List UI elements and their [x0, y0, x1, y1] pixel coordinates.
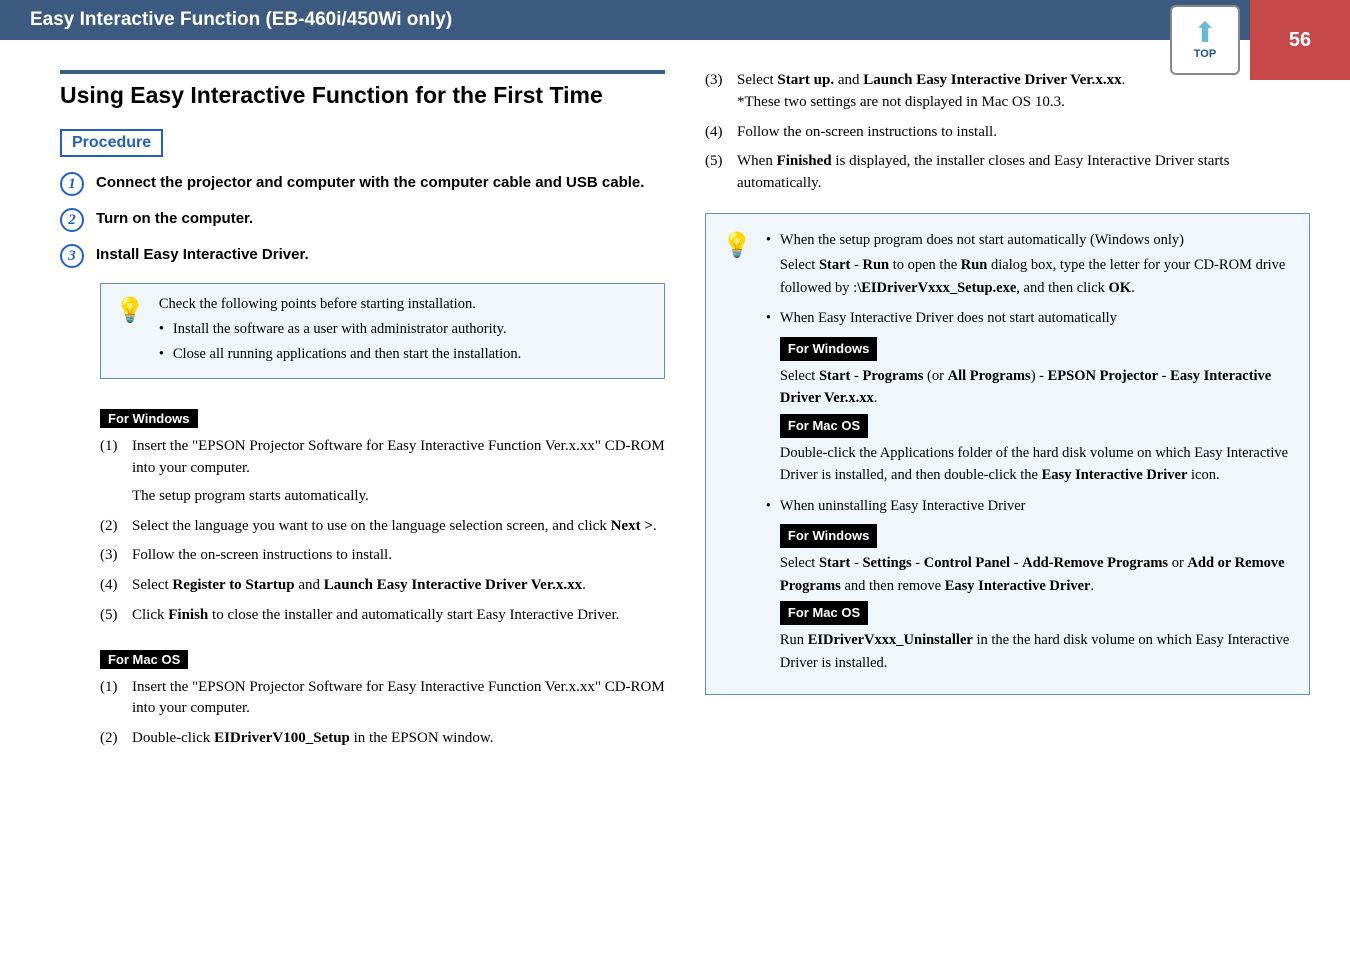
- step-2-text: Turn on the computer.: [96, 208, 253, 227]
- left-column: Using Easy Interactive Function for the …: [60, 70, 665, 758]
- for-mac-label: For Mac OS: [100, 650, 188, 669]
- tip-1-bullet-2: Close all running applications and then …: [159, 344, 650, 366]
- tip-1-content: Check the following points before starti…: [159, 294, 650, 368]
- mac-1-text: Insert the "EPSON Projector Software for…: [132, 677, 665, 721]
- header-right: ⬆ TOP 56: [1170, 0, 1350, 80]
- r-3-num: (3): [705, 70, 737, 114]
- r-4-num: (4): [705, 122, 737, 144]
- r-5-text: When Finished is displayed, the installe…: [737, 151, 1310, 195]
- tip2-b1: When the setup program does not start au…: [766, 229, 1293, 251]
- r-5-num: (5): [705, 151, 737, 195]
- step-3: 3 Install Easy Interactive Driver.: [60, 244, 665, 268]
- step-2: 2 Turn on the computer.: [60, 208, 665, 232]
- step-1: 1 Connect the projector and computer wit…: [60, 172, 665, 196]
- mac-2-num: (2): [100, 728, 132, 750]
- tip2-b1-detail: Select Start - Run to open the Run dialo…: [780, 254, 1293, 299]
- tip2-b3-mac: Run EIDriverVxxx_Uninstaller in the the …: [780, 629, 1293, 674]
- win-3-num: (3): [100, 545, 132, 567]
- tip2-b3-block: For Windows Select Start - Settings - Co…: [780, 520, 1293, 674]
- tip2-b2-win: Select Start - Programs (or All Programs…: [780, 365, 1293, 410]
- right-column: (3)Select Start up. and Launch Easy Inte…: [705, 70, 1310, 758]
- main-heading: Using Easy Interactive Function for the …: [60, 70, 665, 109]
- win-1-num: (1): [100, 436, 132, 507]
- win-1-text: Insert the "EPSON Projector Software for…: [132, 436, 665, 507]
- r-4-text: Follow the on-screen instructions to ins…: [737, 122, 1310, 144]
- for-windows-label: For Windows: [100, 409, 198, 428]
- tip2-b2-mac: Double-click the Applications folder of …: [780, 442, 1293, 487]
- top-nav-button[interactable]: ⬆ TOP: [1170, 5, 1240, 75]
- win-5-num: (5): [100, 605, 132, 627]
- win-4-text: Select Register to Startup and Launch Ea…: [132, 575, 665, 597]
- tip-box-1: 💡 Check the following points before star…: [100, 283, 665, 379]
- win-2-text: Select the language you want to use on t…: [132, 516, 665, 538]
- lightbulb-icon-2: 💡: [722, 228, 752, 683]
- tip2-b2-block: For Windows Select Start - Programs (or …: [780, 333, 1293, 487]
- win-3-text: Follow the on-screen instructions to ins…: [132, 545, 665, 567]
- tip2-mac-label: For Mac OS: [780, 414, 868, 438]
- tip2-mac-label-2: For Mac OS: [780, 601, 868, 625]
- win-4-num: (4): [100, 575, 132, 597]
- tip-box-2: 💡 When the setup program does not start …: [705, 213, 1310, 696]
- page-header: Easy Interactive Function (EB-460i/450Wi…: [0, 0, 1350, 40]
- tip-1-intro: Check the following points before starti…: [159, 294, 650, 316]
- header-title: Easy Interactive Function (EB-460i/450Wi…: [30, 9, 452, 31]
- win-2-num: (2): [100, 516, 132, 538]
- win-5-text: Click Finish to close the installer and …: [132, 605, 665, 627]
- tip2-b2: When Easy Interactive Driver does not st…: [766, 307, 1293, 329]
- lightbulb-icon: 💡: [115, 296, 145, 368]
- right-list: (3)Select Start up. and Launch Easy Inte…: [705, 70, 1310, 195]
- content-area: Using Easy Interactive Function for the …: [0, 40, 1350, 778]
- tip-1-bullet-1: Install the software as a user with admi…: [159, 319, 650, 341]
- tip2-b3-win: Select Start - Settings - Control Panel …: [780, 552, 1293, 597]
- step-1-text: Connect the projector and computer with …: [96, 172, 644, 191]
- mac-2-text: Double-click EIDriverV100_Setup in the E…: [132, 728, 665, 750]
- top-label: TOP: [1194, 48, 1216, 60]
- tip2-win-label: For Windows: [780, 337, 878, 361]
- step-1-number: 1: [60, 172, 84, 196]
- windows-list: (1)Insert the "EPSON Projector Software …: [60, 436, 665, 626]
- up-arrow-icon: ⬆: [1193, 20, 1216, 48]
- page-number: 56: [1250, 0, 1350, 80]
- step-3-number: 3: [60, 244, 84, 268]
- step-3-text: Install Easy Interactive Driver.: [96, 244, 309, 263]
- tip-2-content: When the setup program does not start au…: [766, 226, 1293, 683]
- mac-1-num: (1): [100, 677, 132, 721]
- mac-list: (1)Insert the "EPSON Projector Software …: [60, 677, 665, 750]
- step-2-number: 2: [60, 208, 84, 232]
- tip2-win-label-2: For Windows: [780, 524, 878, 548]
- procedure-label: Procedure: [60, 129, 163, 157]
- tip2-b3: When uninstalling Easy Interactive Drive…: [766, 495, 1293, 517]
